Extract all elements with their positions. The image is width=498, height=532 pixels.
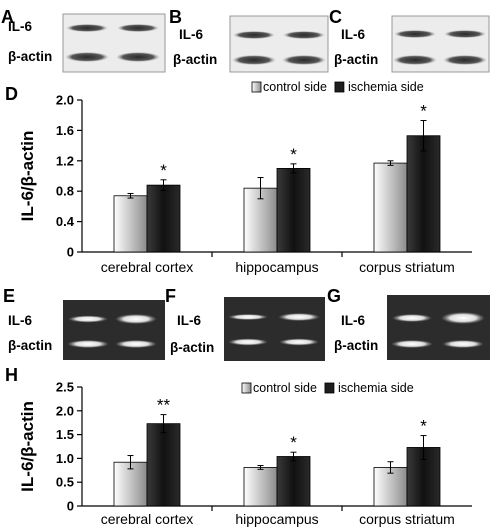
gel-band xyxy=(115,314,157,324)
panel-label-h: H xyxy=(5,365,18,385)
blot-band xyxy=(444,30,486,38)
panel-label-c: C xyxy=(329,7,342,27)
gel-band xyxy=(279,338,319,346)
western-blot-b xyxy=(229,15,329,73)
blot-a-il6-label: IL-6 xyxy=(8,19,32,34)
bar-control-side xyxy=(243,467,278,507)
panel-label-b: B xyxy=(169,7,182,27)
bar-control-side xyxy=(373,162,408,253)
blot-band xyxy=(282,55,326,65)
blot-c-il6-label: IL-6 xyxy=(341,27,365,42)
y-tick-label: 1.0 xyxy=(56,451,74,466)
significance-marker: * xyxy=(290,433,297,452)
panel-label-d: D xyxy=(5,84,18,104)
significance-marker: * xyxy=(160,161,167,180)
y-axis-label: IL-6/β-actin xyxy=(18,401,37,492)
gel-g-actin-label: β-actin xyxy=(334,338,378,353)
y-tick-label: 0.8 xyxy=(56,184,74,199)
legend-label-ischemia: ischemia side xyxy=(348,80,424,94)
y-axis-label: IL-6/β-actin xyxy=(18,131,37,222)
category-label: cerebral cortex xyxy=(101,511,194,527)
bar-ischemia-side xyxy=(406,135,441,253)
gel-band xyxy=(228,314,268,320)
blot-band xyxy=(393,55,437,65)
western-blot-c xyxy=(391,15,490,73)
pcr-gel-g xyxy=(387,295,490,360)
panel-label-g: G xyxy=(327,286,341,306)
bar-control-side xyxy=(113,195,148,253)
gel-band xyxy=(67,340,109,348)
significance-marker: * xyxy=(420,417,427,436)
gel-e-il6-label: IL-6 xyxy=(8,313,32,328)
blot-band xyxy=(116,52,160,62)
legend-swatch-control xyxy=(241,382,252,394)
blot-band xyxy=(443,55,487,65)
y-tick-label: 0.5 xyxy=(56,475,74,490)
y-tick-label: 0.4 xyxy=(56,214,75,229)
y-tick-label: 1.6 xyxy=(56,123,74,138)
pcr-gel-f xyxy=(224,297,325,361)
blot-band xyxy=(233,31,275,39)
gel-band xyxy=(278,313,320,321)
blot-a-actin-label: β-actin xyxy=(8,49,52,64)
western-blot-a xyxy=(62,13,166,73)
legend-swatch-ischemia xyxy=(334,81,345,93)
blot-b-il6-label: IL-6 xyxy=(179,27,203,42)
gel-e-actin-label: β-actin xyxy=(8,338,52,353)
blot-band xyxy=(66,24,108,32)
legend-label-control: control side xyxy=(263,80,327,94)
legend-label-ischemia: ischemia side xyxy=(338,381,414,395)
category-label: hippocampus xyxy=(235,259,318,275)
category-label: hippocampus xyxy=(235,511,318,527)
gel-band xyxy=(442,340,484,348)
gel-band xyxy=(68,315,108,323)
chart-d: 0 0.4 0.8 1.2 1.6 2.0 IL-6/β-actin * cerebral co… xyxy=(18,80,472,275)
panel-label-f: F xyxy=(165,286,176,306)
y-tick-label: 1.2 xyxy=(56,153,74,168)
pcr-gel-e xyxy=(63,300,165,360)
gel-band xyxy=(392,314,432,322)
y-tick-label: 1.5 xyxy=(56,427,74,442)
gel-band xyxy=(115,340,157,348)
significance-marker: ** xyxy=(157,396,171,415)
chart-h: 00.51.01.52.02.5IL-6/β-actin **cerebral c… xyxy=(18,380,472,527)
significance-marker: * xyxy=(290,145,297,164)
blot-band xyxy=(65,52,109,62)
blot-band xyxy=(232,55,276,65)
blot-c-actin-label: β-actin xyxy=(334,52,378,67)
panel-label-e: E xyxy=(3,286,15,306)
gel-band xyxy=(228,338,268,346)
gel-band xyxy=(391,340,433,348)
gel-band xyxy=(441,312,485,324)
y-tick-label: 2.0 xyxy=(56,93,74,108)
blot-band xyxy=(117,24,159,32)
y-tick-label: 0 xyxy=(67,245,74,260)
bar-ischemia-side xyxy=(276,456,311,507)
category-label: cerebral cortex xyxy=(101,259,194,275)
category-label: corpus striatum xyxy=(359,259,455,275)
legend-swatch-ischemia xyxy=(324,382,335,394)
panel-label-a: A xyxy=(1,7,14,27)
bar-ischemia-side xyxy=(276,167,311,253)
y-tick-label: 0 xyxy=(67,499,74,514)
y-tick-label: 2.0 xyxy=(56,403,74,418)
blot-b-actin-label: β-actin xyxy=(173,52,217,67)
gel-f-il6-label: IL-6 xyxy=(177,313,201,328)
legend-label-control: control side xyxy=(253,381,317,395)
bar-ischemia-side xyxy=(146,423,181,507)
blot-band xyxy=(394,30,436,38)
significance-marker: * xyxy=(420,102,427,121)
gel-g-il6-label: IL-6 xyxy=(341,313,365,328)
gel-f-actin-label: β-actin xyxy=(170,340,214,355)
category-label: corpus striatum xyxy=(359,511,455,527)
blot-band xyxy=(283,31,325,39)
bar-ischemia-side xyxy=(146,184,181,253)
y-tick-label: 2.5 xyxy=(56,380,74,395)
legend-swatch-control xyxy=(251,81,262,93)
